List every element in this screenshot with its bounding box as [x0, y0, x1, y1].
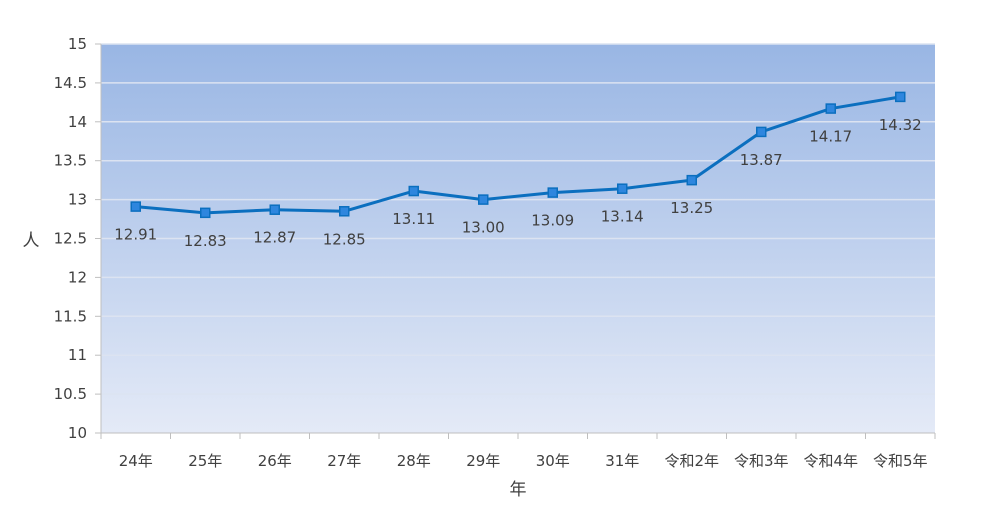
data-point-marker	[269, 204, 280, 215]
x-tick-label: 24年	[119, 452, 153, 470]
data-point-marker	[408, 185, 419, 197]
data-label: 13.25	[670, 199, 713, 217]
y-tick-label: 12.5	[54, 230, 87, 248]
x-tick-label: 26年	[258, 452, 292, 470]
data-point-marker	[756, 126, 767, 138]
data-label: 13.14	[601, 208, 644, 226]
y-axis-title: 人	[23, 231, 40, 251]
y-tick-label: 11.5	[54, 307, 87, 325]
x-tick-label: 27年	[327, 452, 361, 470]
data-label: 13.00	[462, 219, 505, 237]
y-tick-label: 10	[68, 424, 87, 442]
series-layer	[130, 91, 906, 219]
y-tick-label: 14	[68, 113, 87, 131]
y-tick-label: 12	[68, 268, 87, 286]
data-point-marker	[200, 207, 211, 219]
data-label: 13.87	[740, 151, 783, 169]
data-point-marker	[339, 206, 350, 217]
data-point-marker	[547, 187, 558, 198]
x-tick-label: 30年	[536, 452, 570, 470]
y-tick-label: 11	[68, 346, 87, 364]
data-point-marker	[617, 183, 628, 194]
y-axis-ticks: 10 10.5 11 11.5 12 12.5 13 13.5 14 14.5 15	[54, 35, 101, 442]
y-tick-label: 14.5	[54, 74, 87, 92]
data-point-marker	[478, 194, 489, 205]
data-point-marker	[686, 174, 697, 186]
data-label: 12.87	[253, 229, 296, 247]
data-point-marker	[130, 201, 141, 212]
x-tick-label: 29年	[466, 452, 500, 470]
x-tick-label: 令和2年	[664, 452, 719, 470]
y-tick-label: 15	[68, 35, 87, 53]
x-axis-ticks: 24年 25年 26年 27年 28年 29年 30年 31年 令和2年 令和3年 令和4年 令和5年	[100, 433, 936, 470]
x-tick-label: 25年	[188, 452, 222, 470]
data-labels: 12.91 12.83 12.87 12.85 13.11 13.00 13.09 13.14…	[114, 116, 921, 250]
series-line	[135, 95, 901, 215]
gridlines	[101, 43, 935, 395]
data-label: 14.17	[809, 128, 852, 146]
data-label: 13.11	[392, 210, 435, 228]
x-tick-label: 令和5年	[873, 452, 928, 470]
data-label: 12.83	[184, 232, 227, 250]
x-tick-label: 28年	[397, 452, 431, 470]
y-tick-label: 13.5	[54, 152, 87, 170]
data-label: 13.09	[531, 212, 574, 230]
x-tick-label: 31年	[605, 452, 639, 470]
data-label: 14.32	[879, 116, 922, 134]
x-axis-title: 年	[510, 480, 527, 500]
data-label: 12.91	[114, 226, 157, 244]
x-tick-label: 令和4年	[803, 452, 858, 470]
y-tick-label: 13	[68, 191, 87, 209]
x-tick-label: 令和3年	[734, 452, 789, 470]
data-label: 12.85	[323, 230, 366, 248]
y-tick-label: 10.5	[54, 385, 87, 403]
data-point-marker	[895, 91, 906, 103]
data-point-marker	[825, 103, 836, 114]
